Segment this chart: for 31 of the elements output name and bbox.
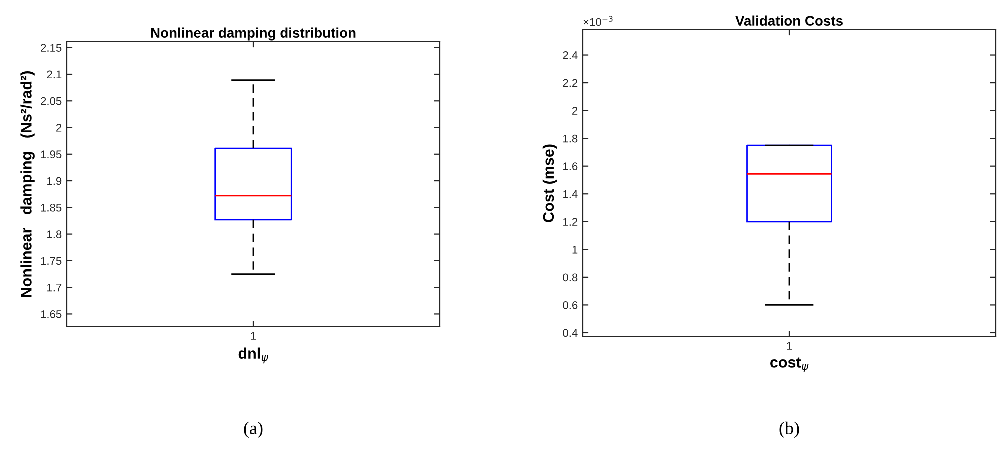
y-tick-label: 1.2 xyxy=(564,218,578,226)
text: ×10$^{−3}$ xyxy=(584,16,613,26)
text: (b) xyxy=(780,422,800,438)
chart-title: Nonlinear damping distribution xyxy=(151,28,356,41)
y-tick-label: 0.8 xyxy=(563,274,578,282)
y-tick-label: 1.9 xyxy=(48,177,62,186)
y-tick-label: 1.8 xyxy=(48,230,62,238)
y-axis-title: Cost (mse) xyxy=(542,144,558,222)
y-tick-label: 1.8 xyxy=(564,134,578,143)
y-tick-label: 1.6 xyxy=(564,162,578,170)
x-axis-title: cost$_{ψ}$ xyxy=(770,358,809,372)
y-tick-label: 2.1 xyxy=(47,70,62,79)
y-tick-label: 1.95 xyxy=(41,150,62,159)
y-tick-label: 2.4 xyxy=(563,52,578,60)
y-tick-label: 1.4 xyxy=(564,190,578,198)
y-tick-label: 2.15 xyxy=(41,44,62,52)
y-tick-label: 2.2 xyxy=(563,79,578,88)
y-tick-label: 1.65 xyxy=(41,310,62,318)
y-tick-label: 1.75 xyxy=(41,257,62,266)
y-tick-label: 1.7 xyxy=(48,284,62,292)
y-tick-label: 2 xyxy=(56,124,62,132)
text: (a) xyxy=(244,422,263,438)
y-tick-label: 1.85 xyxy=(41,204,62,212)
y-tick-label: 2.05 xyxy=(41,97,62,106)
y-axis-title: Nonlinear damping (Ns²/rad²) xyxy=(20,72,35,298)
chart-title: Validation Costs xyxy=(736,16,843,26)
y-tick-label: 1 xyxy=(572,246,578,254)
y-tick-label: 0.4 xyxy=(563,329,578,338)
x-axis-title: dnl$_{ψ}$ xyxy=(238,348,268,364)
y-tick-label: 0.6 xyxy=(563,301,578,310)
y-tick-label: 2 xyxy=(572,107,578,115)
